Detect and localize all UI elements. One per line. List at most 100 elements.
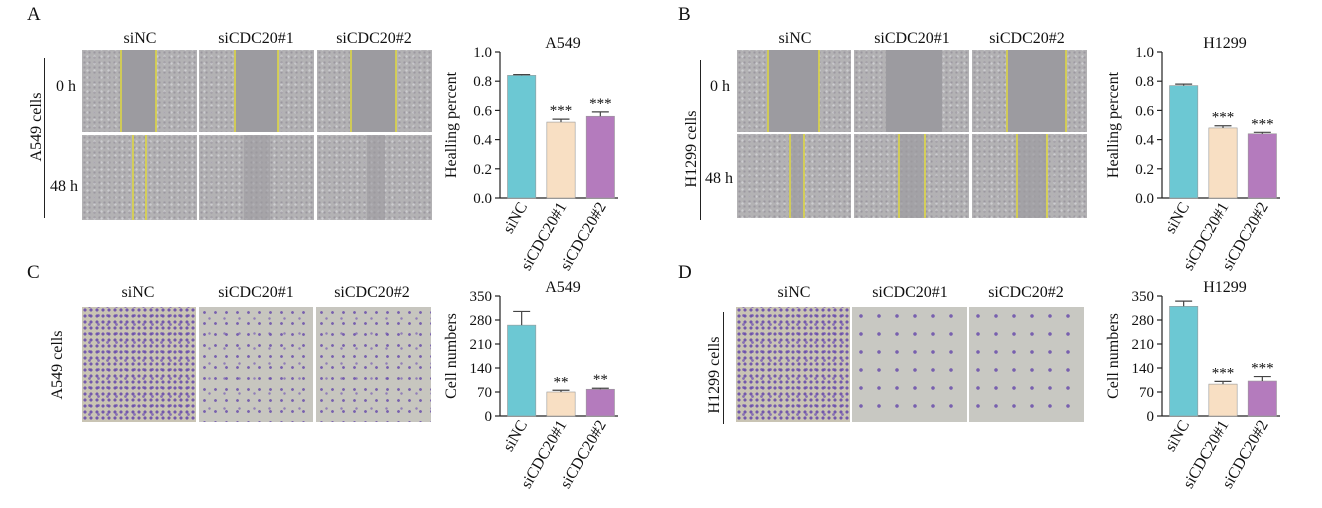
y-tick-label: 0	[1147, 409, 1155, 425]
bar-chart-h1299-healing: H1299 0.0 0.2 0.4 0.6 0.8 1.0 Healling percent s…	[1105, 35, 1280, 273]
col-label-sinc: siNC	[777, 284, 811, 301]
y-tick-label: 0.0	[1135, 191, 1154, 207]
bar-sinc	[507, 324, 537, 417]
y-tick-label: 0.6	[1135, 103, 1154, 119]
col-label-sinc: siNC	[778, 30, 812, 47]
col-label-sicdc20-2: siCDC20#2	[336, 30, 412, 47]
transwell-image	[969, 307, 1084, 422]
y-tick-label: 0.4	[1135, 133, 1154, 149]
y-tick-label: 70	[477, 385, 492, 401]
col-label-sicdc20-2: siCDC20#2	[989, 30, 1065, 47]
side-bracket	[44, 58, 45, 218]
bar-sicdc20-2	[1247, 133, 1277, 199]
bar-chart-a549-healing: A549 0.0 0.2 0.4 0.6 0.8 1.0 Healling percent si…	[443, 35, 618, 273]
bar-sicdc20-2	[585, 388, 615, 417]
x-tick-label: siNC	[1162, 200, 1193, 237]
y-tick-label: 140	[470, 361, 493, 377]
row-label-48h: 48 h	[705, 170, 733, 187]
significance-label: ***	[589, 96, 612, 112]
significance-label: ***	[1212, 110, 1235, 126]
significance-label: ***	[1251, 116, 1274, 132]
col-label-sinc: siNC	[121, 284, 155, 301]
scratch-image	[82, 50, 197, 132]
y-axis-label: Healling percent	[443, 71, 460, 178]
scratch-image	[199, 50, 314, 132]
significance-label: **	[554, 374, 569, 390]
bar-sicdc20-1	[546, 391, 576, 417]
y-tick-label: 70	[1139, 385, 1154, 401]
transwell-image	[82, 307, 196, 422]
x-tick-label: siNC	[1162, 418, 1193, 455]
chart-title: H1299	[1203, 279, 1247, 296]
side-bracket	[723, 312, 724, 424]
y-tick-label: 0.8	[473, 74, 492, 90]
side-bracket	[700, 60, 701, 220]
chart-title: A549	[545, 35, 581, 52]
x-tick-label: siNC	[500, 200, 531, 237]
scratch-image	[317, 135, 432, 220]
bar-sinc	[1169, 305, 1199, 417]
col-label-sicdc20-1: siCDC20#1	[872, 284, 948, 301]
scratch-image	[317, 50, 432, 132]
bar-sicdc20-1	[1208, 127, 1238, 199]
bar-sinc	[1169, 85, 1199, 199]
y-tick-label: 0.6	[473, 103, 492, 119]
transwell-image	[316, 307, 431, 422]
bar-sicdc20-1	[546, 121, 576, 199]
bar-sinc	[507, 75, 537, 199]
y-tick-label: 210	[1132, 337, 1155, 353]
scratch-image	[737, 134, 851, 218]
bar-sicdc20-2	[585, 115, 615, 199]
col-label-sicdc20-1: siCDC20#1	[218, 30, 294, 47]
y-tick-label: 0.0	[473, 191, 492, 207]
scratch-image	[737, 50, 851, 132]
col-label-sicdc20-1: siCDC20#1	[218, 284, 294, 301]
y-axis-label: Healling percent	[1105, 71, 1122, 178]
panel-label-b: B	[678, 4, 691, 25]
y-axis-label: Cell numbers	[443, 313, 460, 399]
side-label-cells: H1299 cells	[683, 110, 700, 188]
y-tick-label: 0.8	[1135, 74, 1154, 90]
scratch-image	[82, 135, 197, 220]
bar-sicdc20-1	[1208, 383, 1238, 417]
side-label-cells: H1299 cells	[706, 336, 723, 414]
y-tick-label: 1.0	[473, 45, 492, 61]
y-tick-label: 0	[485, 409, 493, 425]
significance-label: ***	[1212, 365, 1235, 381]
side-label-cells: A549 cells	[49, 330, 66, 400]
row-label-48h: 48 h	[50, 178, 78, 195]
chart-title: H1299	[1203, 35, 1247, 52]
y-tick-label: 350	[1132, 289, 1155, 305]
col-label-sicdc20-1: siCDC20#1	[874, 30, 950, 47]
scratch-image	[854, 134, 969, 218]
significance-label: **	[593, 372, 608, 388]
transwell-image	[199, 307, 313, 422]
y-axis-label: Cell numbers	[1105, 313, 1122, 399]
y-tick-label: 350	[470, 289, 493, 305]
y-tick-label: 140	[1132, 361, 1155, 377]
y-tick-label: 1.0	[1135, 45, 1154, 61]
significance-label: ***	[550, 103, 573, 119]
row-label-0h: 0 h	[56, 78, 76, 95]
y-tick-label: 0.2	[473, 162, 492, 178]
panel-label-a: A	[27, 4, 41, 25]
scratch-image	[972, 134, 1087, 218]
y-tick-label: 280	[1132, 313, 1155, 329]
x-tick-label: siNC	[500, 418, 531, 455]
y-tick-label: 280	[470, 313, 493, 329]
col-label-sinc: siNC	[123, 30, 157, 47]
y-tick-label: 210	[470, 337, 493, 353]
col-label-sicdc20-2: siCDC20#2	[988, 284, 1064, 301]
row-label-0h: 0 h	[710, 78, 730, 95]
scratch-image	[972, 50, 1087, 132]
transwell-image	[852, 307, 967, 422]
scratch-image	[199, 135, 314, 220]
panel-label-c: C	[27, 262, 40, 283]
y-tick-label: 0.2	[1135, 162, 1154, 178]
scratch-image	[854, 50, 969, 132]
col-label-sicdc20-2: siCDC20#2	[334, 284, 410, 301]
panel-label-d: D	[678, 262, 692, 283]
bar-sicdc20-2	[1247, 380, 1277, 417]
